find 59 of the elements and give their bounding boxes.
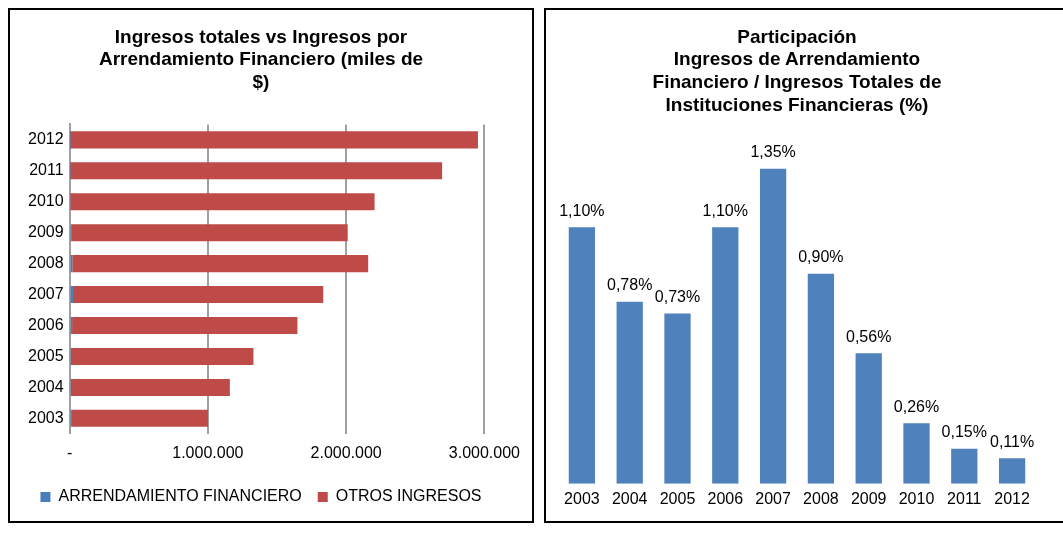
x-tick-label: 2009 [850, 489, 887, 507]
bar [71, 224, 348, 242]
data-label: 0,11% [990, 432, 1035, 450]
bar [903, 423, 930, 484]
data-label: 1,35% [750, 143, 796, 161]
bar [72, 286, 324, 304]
data-label: 0,15% [941, 423, 987, 441]
y-tick-label: 2007 [28, 284, 64, 302]
bar [712, 227, 739, 484]
legend-label: ARRENDAMIENTO FINANCIERO [58, 487, 302, 505]
data-label: 0,90% [798, 248, 844, 266]
data-label: 0,26% [893, 397, 940, 415]
bar [70, 193, 375, 211]
y-tick-label: 2005 [28, 346, 64, 364]
y-tick-label: 2008 [28, 254, 64, 272]
x-tick-label: 2010 [898, 489, 935, 507]
x-tick-label: 2007 [755, 489, 791, 507]
bar [998, 458, 1026, 484]
y-tick-label: 2011 [29, 161, 64, 179]
y-tick-label: 2003 [28, 408, 64, 426]
bar [71, 409, 208, 427]
chart-subtitle: Ingresos de Arrendamiento Financiero / Ingresos Totales de Instituciones Financieras (%) [652, 48, 942, 116]
bar [951, 448, 978, 484]
y-tick-label: 2004 [28, 377, 64, 395]
x-tick-label: 3.000.000 [448, 443, 521, 461]
data-label: 0,78% [607, 276, 653, 294]
x-tick-label: 1.000.000 [172, 443, 244, 461]
bar [70, 347, 254, 365]
x-tick-label: 2011 [947, 489, 982, 507]
x-tick-label: - [66, 443, 73, 461]
y-tick-label: 2009 [28, 223, 64, 241]
x-tick-label: 2004 [611, 489, 648, 507]
x-tick-label: 2.000.000 [310, 443, 382, 461]
bar [70, 131, 478, 149]
bar [759, 168, 787, 484]
x-tick-label: 2006 [707, 489, 744, 507]
y-tick-label: 2010 [28, 192, 64, 210]
data-label: 1,10% [559, 201, 605, 219]
x-tick-label: 2005 [659, 489, 696, 507]
x-tick-label: 2008 [803, 489, 839, 507]
y-tick-label: 2006 [28, 315, 64, 333]
bar [70, 162, 443, 180]
bar [664, 313, 691, 484]
bar [70, 378, 230, 396]
bar [616, 301, 643, 484]
chart-title: Participación [737, 25, 857, 47]
data-label: 0,56% [846, 327, 892, 345]
bar [807, 273, 835, 484]
chart-title: Ingresos totales vs Ingresos por Arrendamiento Financiero (miles de $) [98, 25, 424, 93]
legend-label: OTROS INGRESOS [335, 487, 482, 505]
data-label: 0,73% [654, 287, 701, 305]
x-tick-label: 2003 [564, 489, 600, 507]
bar [855, 353, 882, 484]
bar [568, 227, 596, 484]
bar [72, 255, 369, 273]
y-tick-label: 2012 [28, 130, 64, 148]
data-label: 1,10% [702, 201, 748, 219]
bar [72, 317, 298, 335]
x-tick-label: 2012 [994, 489, 1030, 507]
